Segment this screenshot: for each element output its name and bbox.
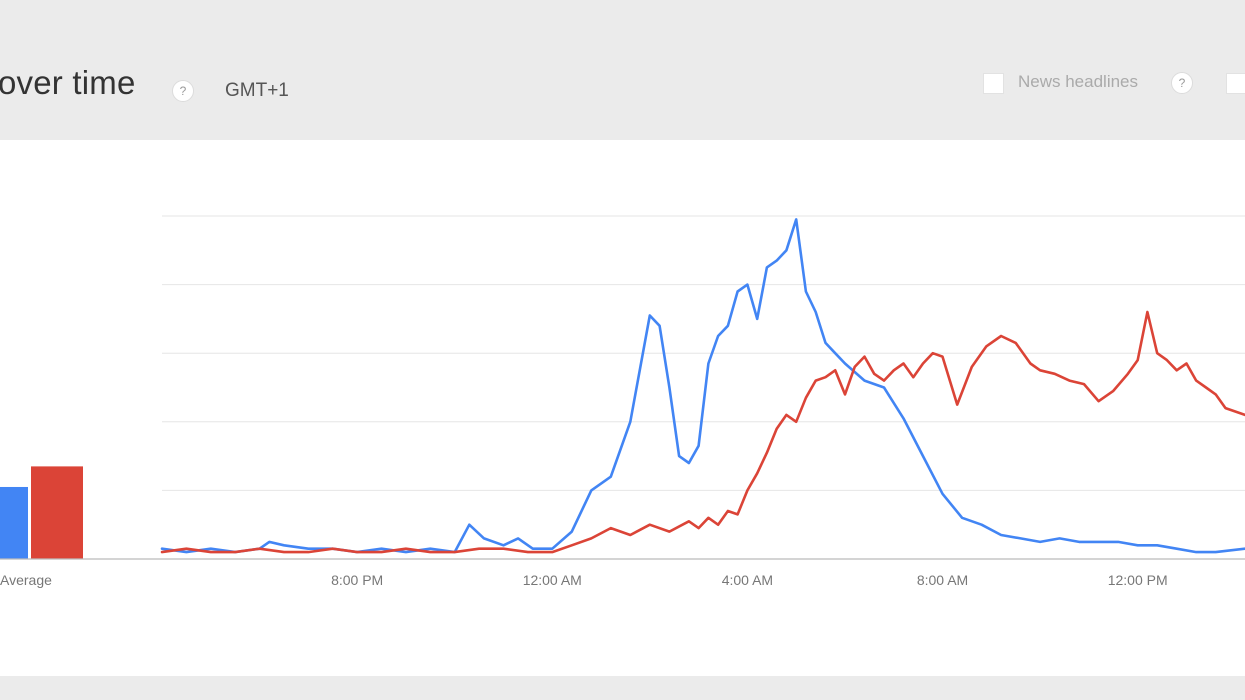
news-headlines-label[interactable]: News headlines	[1018, 72, 1139, 91]
footer-band	[0, 676, 1245, 700]
gridlines	[162, 215, 1245, 491]
x-tick-label: 12:00 AM	[523, 572, 582, 588]
series-line	[160, 310, 1245, 554]
average-bars: Average	[0, 466, 83, 588]
x-tick-label: 4:00 AM	[722, 572, 773, 588]
x-tick-label: 8:00 AM	[917, 572, 968, 588]
series-lines	[160, 218, 1245, 554]
news-headlines-checkbox[interactable]	[983, 73, 1004, 94]
forecast-checkbox[interactable]	[1226, 73, 1245, 94]
x-axis-ticks: 8:00 PM 12:00 AM 4:00 AM 8:00 AM 12:00 PM	[331, 572, 1168, 588]
average-bar	[31, 466, 83, 559]
chart-panel: Average 8:00 PM 12:00 AM 4:00 AM 8:00 AM 12:…	[0, 140, 1245, 676]
news-help-icon[interactable]: ?	[1171, 72, 1193, 94]
x-tick-label: 8:00 PM	[331, 572, 383, 588]
series-line	[160, 218, 1245, 554]
average-label: Average	[0, 572, 52, 588]
average-bar	[0, 486, 28, 559]
chart-title: over time	[0, 64, 136, 101]
help-icon[interactable]: ?	[172, 80, 194, 102]
timezone-label: GMT+1	[225, 80, 289, 101]
x-tick-label: 12:00 PM	[1108, 572, 1168, 588]
chart-header: over time ? GMT+1 News headlines ?	[0, 0, 1245, 140]
interest-over-time-chart: Average 8:00 PM 12:00 AM 4:00 AM 8:00 AM 12:…	[0, 215, 1245, 588]
